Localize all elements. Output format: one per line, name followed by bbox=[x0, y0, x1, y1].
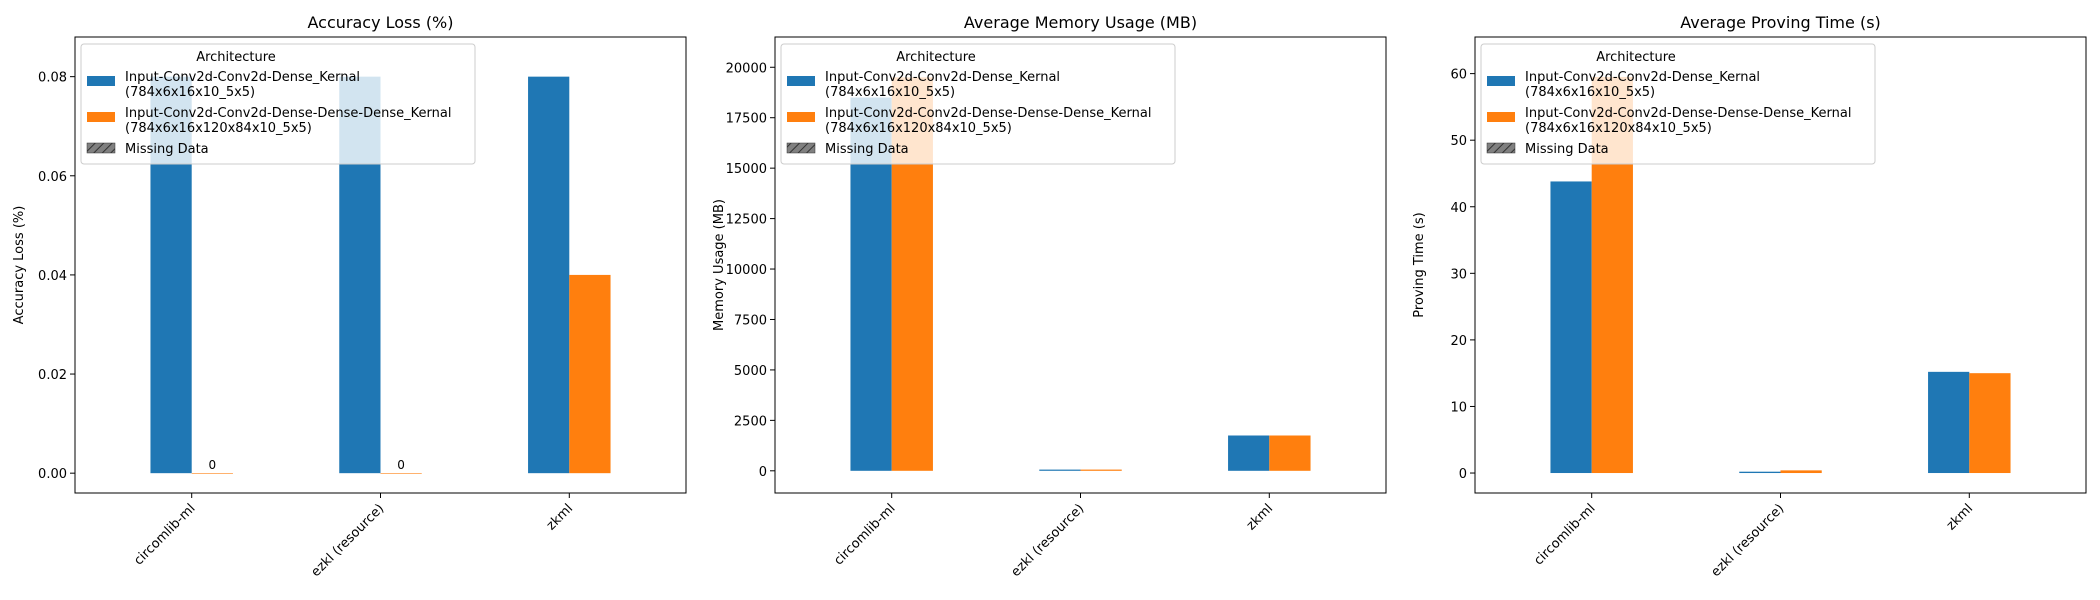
legend-entry-label: Input-Conv2d-Conv2d-Dense-Dense-Dense_Ke… bbox=[1525, 106, 1851, 121]
legend-entry-label: Input-Conv2d-Conv2d-Dense-Dense-Dense_Ke… bbox=[125, 106, 451, 121]
x-tick-label: ezkl (resource) bbox=[309, 501, 388, 580]
y-tick-label: 10 bbox=[1450, 400, 1467, 415]
legend-entry-label: (784x6x16x120x84x10_5x5) bbox=[125, 121, 312, 136]
bar-series-2-ezkl-resource- bbox=[380, 473, 422, 474]
legend-swatch-missing bbox=[86, 142, 116, 154]
legend-swatch-missing bbox=[786, 142, 816, 154]
bar-series-1-zkml bbox=[528, 76, 570, 474]
y-tick-label: 0.08 bbox=[38, 71, 67, 86]
bar-series-1-zkml bbox=[1928, 371, 1970, 474]
legend-swatch-missing bbox=[1486, 142, 1516, 154]
x-tick-label: ezkl (resource) bbox=[1709, 501, 1788, 580]
legend-entry-label: Missing Data bbox=[125, 142, 209, 157]
y-tick-label: 50 bbox=[1450, 134, 1467, 149]
bar-series-2-ezkl-resource- bbox=[1080, 469, 1122, 471]
y-axis-label: Accuracy Loss (%) bbox=[12, 206, 27, 325]
bar-series-2-ezkl-resource- bbox=[1780, 470, 1822, 474]
y-tick-label: 10000 bbox=[726, 263, 767, 278]
chart-title: Average Proving Time (s) bbox=[1680, 13, 1881, 32]
x-tick-label: circomlib-ml bbox=[831, 501, 898, 568]
x-tick-label: zkml bbox=[544, 501, 576, 533]
bar-series-2-circomlib-ml bbox=[191, 473, 233, 474]
legend-swatch-series-1 bbox=[87, 76, 115, 86]
legend-entry-label: (784x6x16x120x84x10_5x5) bbox=[1525, 121, 1712, 136]
bar-series-2-zkml bbox=[569, 274, 611, 474]
y-tick-label: 0 bbox=[1459, 467, 1467, 482]
chart-title: Average Memory Usage (MB) bbox=[964, 13, 1197, 32]
legend-entry-label: (784x6x16x10_5x5) bbox=[825, 85, 955, 100]
y-tick-label: 60 bbox=[1450, 68, 1467, 83]
y-tick-label: 0.02 bbox=[38, 368, 67, 383]
legend-entry-label: (784x6x16x120x84x10_5x5) bbox=[825, 121, 1012, 136]
legend-box bbox=[80, 43, 476, 165]
y-axis-label: Proving Time (s) bbox=[1412, 212, 1427, 317]
y-tick-label: 0.00 bbox=[38, 467, 67, 482]
legend-title: Architecture bbox=[196, 50, 276, 65]
legend-title: Architecture bbox=[1596, 50, 1676, 65]
bar-series-1-ezkl-resource- bbox=[1039, 469, 1081, 471]
x-tick-label: zkml bbox=[1244, 501, 1276, 533]
legend-box bbox=[780, 43, 1176, 165]
bar-series-2-zkml bbox=[1269, 435, 1311, 471]
legend-entry-label: Input-Conv2d-Conv2d-Dense_Kernal bbox=[125, 70, 360, 85]
bar-series-1-circomlib-ml bbox=[1550, 181, 1592, 474]
bar-series-2-zkml bbox=[1969, 373, 2011, 474]
legend-entry-label: Missing Data bbox=[1525, 142, 1609, 157]
legend-swatch-series-2 bbox=[1487, 112, 1515, 122]
data-label: 0 bbox=[397, 458, 405, 472]
chart-panel-2: Average Memory Usage (MB) 0 2500 5000 7500 10… bbox=[712, 13, 1387, 580]
bar-series-1-ezkl-resource- bbox=[1739, 471, 1781, 474]
legend-entry-label: Input-Conv2d-Conv2d-Dense-Dense-Dense_Ke… bbox=[825, 106, 1151, 121]
y-tick-label: 2500 bbox=[734, 414, 767, 429]
y-tick-label: 12500 bbox=[726, 213, 767, 228]
legend-entry-label: Input-Conv2d-Conv2d-Dense_Kernal bbox=[1525, 70, 1760, 85]
x-tick-label: zkml bbox=[1944, 501, 1976, 533]
legend-entry-label: (784x6x16x10_5x5) bbox=[125, 85, 255, 100]
y-tick-label: 20 bbox=[1450, 334, 1467, 349]
legend-entry-label: Input-Conv2d-Conv2d-Dense_Kernal bbox=[825, 70, 1060, 85]
y-tick-label: 30 bbox=[1450, 267, 1467, 282]
chart-title: Accuracy Loss (%) bbox=[308, 13, 454, 32]
legend-swatch-series-2 bbox=[787, 112, 815, 122]
y-tick-label: 5000 bbox=[734, 364, 767, 379]
legend-title: Architecture bbox=[896, 50, 976, 65]
y-tick-label: 20000 bbox=[726, 61, 767, 76]
y-tick-label: 0.04 bbox=[38, 269, 67, 284]
legend-swatch-series-1 bbox=[1487, 76, 1515, 86]
x-tick-label: circomlib-ml bbox=[131, 501, 198, 568]
legend-box bbox=[1480, 43, 1876, 165]
y-tick-label: 0.06 bbox=[38, 170, 67, 185]
chart-panel-3: Average Proving Time (s) 0 10 20 30 40 50 60 Pro… bbox=[1412, 13, 2087, 580]
legend-entry-label: Missing Data bbox=[825, 142, 909, 157]
y-tick-label: 15000 bbox=[726, 162, 767, 177]
x-tick-label: ezkl (resource) bbox=[1009, 501, 1088, 580]
y-tick-label: 40 bbox=[1450, 201, 1467, 216]
legend-swatch-series-1 bbox=[787, 76, 815, 86]
chart-panel-1: Accuracy Loss (%) 0 0 0.00 0.02 0.04 0.06 0.08 A… bbox=[12, 13, 687, 580]
bar-series-1-zkml bbox=[1228, 435, 1270, 471]
x-tick-label: circomlib-ml bbox=[1531, 501, 1598, 568]
legend-entry-label: (784x6x16x10_5x5) bbox=[1525, 85, 1655, 100]
legend-swatch-series-2 bbox=[87, 112, 115, 122]
y-tick-label: 0 bbox=[759, 465, 767, 480]
y-axis-label: Memory Usage (MB) bbox=[712, 199, 727, 331]
data-label: 0 bbox=[209, 458, 217, 472]
y-tick-label: 7500 bbox=[734, 313, 767, 328]
y-tick-label: 17500 bbox=[726, 112, 767, 127]
